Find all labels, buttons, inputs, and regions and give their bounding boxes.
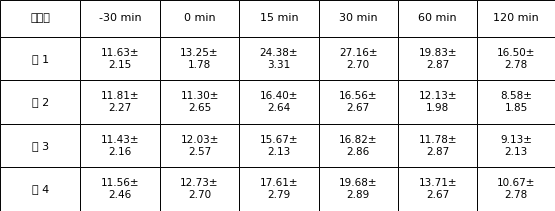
Bar bbox=[319, 0, 398, 37]
Bar bbox=[0, 124, 80, 168]
Text: 实验组: 实验组 bbox=[31, 14, 50, 23]
Text: 11.63±
2.15: 11.63± 2.15 bbox=[101, 48, 139, 70]
Bar bbox=[239, 37, 319, 80]
Text: 11.56±
2.46: 11.56± 2.46 bbox=[101, 178, 139, 200]
Bar bbox=[477, 0, 555, 37]
Bar bbox=[319, 37, 398, 80]
Text: 16.82±
2.86: 16.82± 2.86 bbox=[339, 135, 377, 157]
Text: 24.38±
3.31: 24.38± 3.31 bbox=[260, 48, 298, 70]
Bar bbox=[477, 80, 555, 124]
Text: 16.56±
2.67: 16.56± 2.67 bbox=[339, 91, 377, 113]
Text: 组 1: 组 1 bbox=[32, 54, 49, 64]
Text: 9.13±
2.13: 9.13± 2.13 bbox=[500, 135, 532, 157]
Text: 12.13±
1.98: 12.13± 1.98 bbox=[418, 91, 457, 113]
Text: 0 min: 0 min bbox=[184, 14, 215, 23]
Bar bbox=[239, 168, 319, 211]
Text: 16.40±
2.64: 16.40± 2.64 bbox=[260, 91, 298, 113]
Bar bbox=[160, 0, 239, 37]
Bar bbox=[0, 80, 80, 124]
Text: 11.43±
2.16: 11.43± 2.16 bbox=[101, 135, 139, 157]
Bar bbox=[319, 124, 398, 168]
Bar bbox=[0, 0, 80, 37]
Text: 19.68±
2.89: 19.68± 2.89 bbox=[339, 178, 377, 200]
Text: 30 min: 30 min bbox=[339, 14, 377, 23]
Text: 13.25±
1.78: 13.25± 1.78 bbox=[180, 48, 219, 70]
Bar bbox=[160, 124, 239, 168]
Bar bbox=[80, 80, 160, 124]
Text: 8.58±
1.85: 8.58± 1.85 bbox=[500, 91, 532, 113]
Bar bbox=[319, 168, 398, 211]
Bar bbox=[80, 37, 160, 80]
Text: 12.03±
2.57: 12.03± 2.57 bbox=[180, 135, 219, 157]
Text: 19.83±
2.87: 19.83± 2.87 bbox=[418, 48, 457, 70]
Text: -30 min: -30 min bbox=[99, 14, 142, 23]
Bar bbox=[80, 168, 160, 211]
Text: 15.67±
2.13: 15.67± 2.13 bbox=[260, 135, 298, 157]
Bar bbox=[398, 168, 477, 211]
Bar bbox=[319, 80, 398, 124]
Bar bbox=[398, 124, 477, 168]
Bar bbox=[0, 168, 80, 211]
Text: 12.73±
2.70: 12.73± 2.70 bbox=[180, 178, 219, 200]
Bar bbox=[239, 0, 319, 37]
Bar bbox=[0, 37, 80, 80]
Bar bbox=[398, 0, 477, 37]
Bar bbox=[160, 168, 239, 211]
Text: 16.50±
2.78: 16.50± 2.78 bbox=[497, 48, 536, 70]
Text: 17.61±
2.79: 17.61± 2.79 bbox=[260, 178, 298, 200]
Bar bbox=[477, 124, 555, 168]
Text: 10.67±
2.78: 10.67± 2.78 bbox=[497, 178, 536, 200]
Bar bbox=[398, 80, 477, 124]
Bar bbox=[398, 37, 477, 80]
Text: 11.30±
2.65: 11.30± 2.65 bbox=[180, 91, 219, 113]
Text: 组 4: 组 4 bbox=[32, 184, 49, 194]
Text: 120 min: 120 min bbox=[493, 14, 539, 23]
Bar bbox=[160, 37, 239, 80]
Bar bbox=[239, 80, 319, 124]
Text: 组 3: 组 3 bbox=[32, 141, 49, 151]
Text: 11.78±
2.87: 11.78± 2.87 bbox=[418, 135, 457, 157]
Text: 11.81±
2.27: 11.81± 2.27 bbox=[101, 91, 139, 113]
Bar bbox=[477, 37, 555, 80]
Bar bbox=[160, 80, 239, 124]
Text: 组 2: 组 2 bbox=[32, 97, 49, 107]
Bar bbox=[239, 124, 319, 168]
Text: 13.71±
2.67: 13.71± 2.67 bbox=[418, 178, 457, 200]
Bar bbox=[477, 168, 555, 211]
Bar bbox=[80, 0, 160, 37]
Text: 27.16±
2.70: 27.16± 2.70 bbox=[339, 48, 377, 70]
Bar bbox=[80, 124, 160, 168]
Text: 60 min: 60 min bbox=[418, 14, 457, 23]
Text: 15 min: 15 min bbox=[260, 14, 298, 23]
